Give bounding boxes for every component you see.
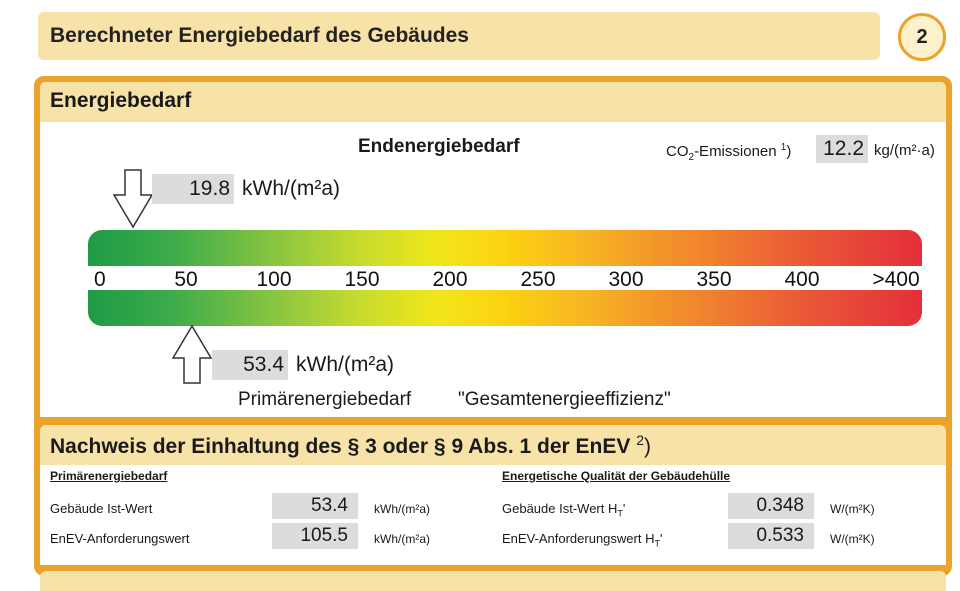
nachweis-header: Nachweis der Einhaltung des § 3 oder § 9… <box>40 425 946 465</box>
endenergie-unit: kWh/(m²a) <box>242 177 340 200</box>
energiebedarf-title: Energiebedarf <box>50 89 192 112</box>
scale-tick-label: 100 <box>256 268 292 291</box>
nachweis-title: Nachweis der Einhaltung des § 3 oder § 9… <box>50 432 652 458</box>
primaerenergie-label: Primärenergiebedarf <box>238 389 412 410</box>
co2-unit: kg/(m²·a) <box>874 142 935 159</box>
left-row-value: 53.4 <box>272 493 358 519</box>
right-row-unit: W/(m²K) <box>830 502 875 516</box>
right-row-label: Gebäude Ist-Wert HT' <box>502 501 626 519</box>
scale-tick-label: 0 <box>94 268 106 291</box>
gesamtenergieeffizienz-label: "Gesamtenergieeffizienz" <box>458 389 671 410</box>
endenergie-label: Endenergiebedarf <box>358 136 520 157</box>
scale-tick-label: 350 <box>696 268 732 291</box>
scale-tick-label: 150 <box>344 268 380 291</box>
right-row-label: EnEV-Anforderungswert HT' <box>502 531 663 549</box>
primaerenergie-heading: Primärenergiebedarf <box>50 469 168 483</box>
gebaeudehuelle-heading: Energetische Qualität der Gebäudehülle <box>502 469 731 483</box>
scale-tick-label: 250 <box>520 268 556 291</box>
primaerenergie-value: 53.4 <box>212 350 288 380</box>
endenergie-value: 19.8 <box>152 174 234 204</box>
nachweis-body: Primärenergiebedarf Energetische Qualitä… <box>40 465 946 565</box>
energy-scale-bar-bottom <box>88 290 922 326</box>
page-number-badge: 2 <box>898 13 946 61</box>
left-row-unit: kWh/(m²a) <box>374 532 430 546</box>
scale-tick-label: 300 <box>608 268 644 291</box>
scale-tick-label: 200 <box>432 268 468 291</box>
left-row-label: EnEV-Anforderungswert <box>50 531 190 546</box>
right-row-value: 0.348 <box>728 493 814 519</box>
energy-panel: Energiebedarf Endenergiebedarf CO2-Emiss… <box>34 76 952 591</box>
next-section-header <box>40 571 946 591</box>
co2-label: CO2-Emissionen 1) <box>666 142 792 163</box>
primaerenergie-unit: kWh/(m²a) <box>296 353 394 376</box>
right-row-unit: W/(m²K) <box>830 532 875 546</box>
primaerenergie-arrow-icon <box>171 324 212 384</box>
left-row-value: 105.5 <box>272 523 358 549</box>
energy-scale-bar-top <box>88 230 922 266</box>
energiebedarf-header: Energiebedarf <box>40 82 946 122</box>
co2-value: 12.2 <box>816 135 868 163</box>
endenergie-arrow-icon <box>112 169 153 229</box>
left-row-unit: kWh/(m²a) <box>374 502 430 516</box>
page-title: Berechneter Energiebedarf des Gebäudes <box>50 24 469 47</box>
page-header: Berechneter Energiebedarf des Gebäudes <box>38 12 880 60</box>
right-row-value: 0.533 <box>728 523 814 549</box>
scale-tick-label: 400 <box>784 268 820 291</box>
scale-tick-label: >400 <box>872 268 920 291</box>
scale-tick-label: 50 <box>174 268 198 291</box>
left-row-label: Gebäude Ist-Wert <box>50 501 153 516</box>
energiebedarf-body: Endenergiebedarf CO2-Emissionen 1) 12.2 … <box>40 122 946 417</box>
